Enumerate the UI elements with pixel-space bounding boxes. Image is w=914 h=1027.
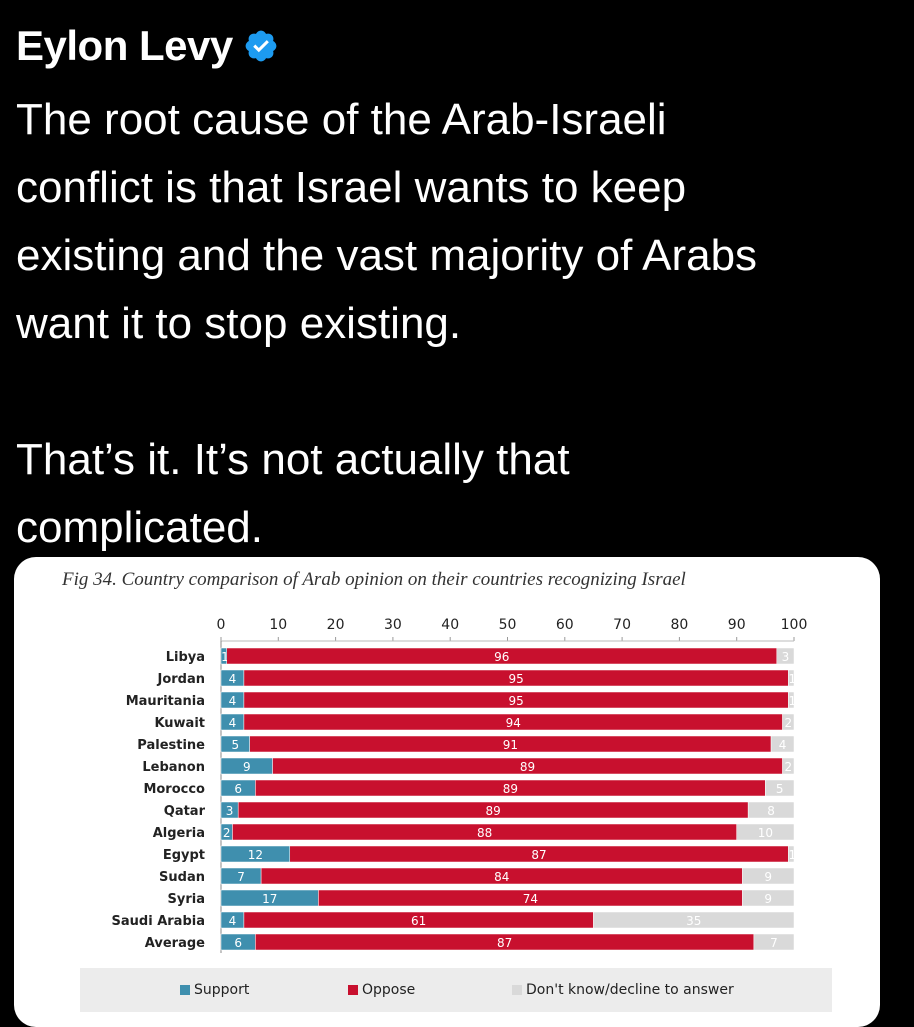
data-label: 35 [686,914,701,928]
data-label: 9 [764,870,772,884]
data-label: 9 [243,760,251,774]
category-label: Qatar [164,804,206,819]
data-label: 9 [764,892,772,906]
data-label: 4 [229,716,237,730]
data-label: 89 [486,804,501,818]
x-tick-label: 90 [728,617,746,633]
bar-don [788,669,795,687]
legend-item-dont-know: Don't know/decline to answer [512,982,734,998]
bar-don [742,867,795,885]
category-label: Kuwait [154,716,205,731]
data-label: 8 [767,804,775,818]
data-label: 87 [497,936,512,950]
bar-don [765,779,795,797]
data-label: 6 [234,936,242,950]
data-label: 96 [494,650,509,664]
data-label: 17 [262,892,277,906]
data-label: 1 [788,694,796,708]
data-label: 89 [520,760,535,774]
data-label: 7 [237,870,245,884]
data-label: 4 [229,914,237,928]
category-label: Egypt [163,848,205,863]
bar-don [776,647,795,665]
legend-item-support: Support [180,982,249,998]
category-label: Average [145,936,205,951]
author-name[interactable]: Eylon Levy [16,22,233,69]
category-label: Algeria [153,826,205,841]
category-label: Saudi Arabia [112,914,205,929]
bar-don [782,713,795,731]
data-label: 87 [531,848,546,862]
bar-don [747,801,795,819]
data-label: 3 [782,650,790,664]
data-label: 6 [234,782,242,796]
legend-item-oppose: Oppose [348,982,415,998]
data-label: 4 [779,738,787,752]
bar-don [742,889,795,907]
chart-title: Fig 34. Country comparison of Arab opini… [62,569,686,590]
data-label: 2 [223,826,231,840]
data-label: 89 [503,782,518,796]
legend-label-oppose: Oppose [362,982,416,998]
bar-don [753,933,795,951]
x-tick-label: 40 [441,617,459,633]
tweet-author[interactable]: Eylon Levy [16,22,279,70]
bar-don [782,757,795,775]
data-label: 95 [508,694,523,708]
category-label: Palestine [137,738,205,753]
x-tick-label: 70 [613,617,631,633]
data-label: 88 [477,826,492,840]
data-label: 1 [221,650,229,664]
category-label: Jordan [156,672,205,687]
bar-don [788,845,795,863]
legend-swatch-support [180,985,190,995]
chart-legend: Support Oppose Don't know/decline to ans… [80,968,832,1012]
data-label: 12 [248,848,263,862]
category-label: Mauritania [126,694,205,709]
data-label: 10 [758,826,773,840]
data-label: 95 [508,672,523,686]
category-label: Syria [168,892,205,907]
bar-don [770,735,795,753]
x-tick-label: 0 [217,617,226,633]
data-label: 84 [494,870,509,884]
data-label: 1 [788,672,796,686]
data-label: 4 [229,672,237,686]
data-label: 94 [506,716,521,730]
tweet-text: The root cause of the Arab-Israeli confl… [16,95,758,552]
x-tick-label: 20 [327,617,345,633]
data-label: 2 [784,760,792,774]
legend-swatch-oppose [348,985,358,995]
x-tick-label: 50 [499,617,517,633]
x-tick-label: 100 [781,617,808,633]
data-label: 61 [411,914,426,928]
category-label: Morocco [143,782,205,797]
x-tick-label: 10 [269,617,287,633]
x-tick-label: 80 [670,617,688,633]
data-label: 5 [776,782,784,796]
data-label: 3 [226,804,234,818]
bar-don [593,911,795,929]
data-label: 74 [523,892,538,906]
x-tick-label: 30 [384,617,402,633]
legend-label-dont-know: Don't know/decline to answer [526,982,734,998]
data-label: 1 [788,848,796,862]
data-label: 91 [503,738,518,752]
data-label: 7 [770,936,778,950]
bar-don [736,823,795,841]
legend-label-support: Support [194,982,250,998]
data-label: 4 [229,694,237,708]
category-label: Libya [166,650,205,665]
data-label: 2 [784,716,792,730]
verified-badge-icon [245,30,277,62]
tweet-image[interactable]: Fig 34. Country comparison of Arab opini… [14,557,880,1027]
legend-swatch-dont-know [512,985,522,995]
bar-don [788,691,795,709]
x-tick-label: 60 [556,617,574,633]
category-label: Sudan [159,870,205,885]
category-label: Lebanon [142,760,205,775]
data-label: 5 [232,738,240,752]
